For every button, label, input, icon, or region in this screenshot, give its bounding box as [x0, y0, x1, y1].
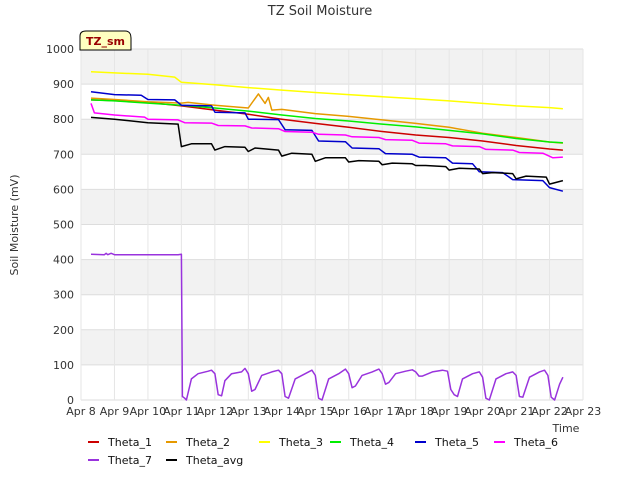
series-line-theta-7: [90, 252, 564, 401]
site-badge-label: TZ_sm: [86, 35, 125, 48]
grid-lines: [80, 48, 584, 401]
legend-label-theta-3: Theta_3: [278, 436, 323, 449]
series-lines: [90, 71, 564, 401]
y-axis-label: Soil Moisture (mV): [8, 175, 21, 276]
y-axis-ticks: 0 100 200 300 400 500 600 700 800 900 1000: [46, 43, 74, 407]
series-line-theta-3: [90, 71, 563, 110]
plot-band: [81, 49, 583, 85]
y-tick-label: 0: [67, 394, 74, 407]
x-tick-label: Apr 23: [565, 405, 602, 418]
y-tick-label: 1000: [46, 43, 74, 56]
x-tick-label: Apr 21: [498, 405, 535, 418]
x-tick-label: Apr 20: [464, 405, 501, 418]
series-line-theta-2: [90, 93, 563, 144]
series-line-theta-5: [90, 91, 564, 192]
x-tick-label: Apr 8: [66, 405, 96, 418]
legend-label-theta-4: Theta_4: [349, 436, 394, 449]
y-tick-label: 200: [53, 324, 74, 337]
legend: Theta_1 Theta_2 Theta_3 Theta_4 Theta_5 Theta…: [88, 436, 558, 467]
site-badge-box: [79, 30, 132, 51]
y-tick-label: 300: [53, 289, 74, 302]
legend-label-theta-avg: Theta_avg: [185, 454, 243, 467]
x-tick-label: Apr 14: [264, 405, 301, 418]
plot-band: [81, 189, 583, 225]
series-line-theta-4: [90, 99, 563, 144]
y-tick-label: 600: [53, 183, 74, 196]
series-line-theta-avg: [90, 116, 564, 185]
x-tick-label: Apr 19: [431, 405, 468, 418]
y-tick-label: 400: [53, 254, 74, 267]
y-tick-label: 700: [53, 148, 74, 161]
y-tick-label: 100: [53, 359, 74, 372]
x-tick-label: Apr 12: [197, 405, 234, 418]
x-tick-label: Apr 9: [100, 405, 130, 418]
x-tick-label: Apr 13: [230, 405, 267, 418]
legend-label-theta-2: Theta_2: [185, 436, 230, 449]
y-tick-label: 800: [53, 113, 74, 126]
x-tick-label: Apr 15: [297, 405, 334, 418]
x-tick-label: Apr 11: [163, 405, 200, 418]
legend-label-theta-1: Theta_1: [107, 436, 152, 449]
site-badge: TZ_sm: [79, 30, 132, 51]
y-tick-label: 500: [53, 219, 74, 232]
plot-band: [81, 259, 583, 295]
x-tick-label: Apr 18: [397, 405, 434, 418]
y-tick-label: 900: [53, 78, 74, 91]
chart-title: TZ Soil Moisture: [267, 4, 373, 19]
x-axis-label: Time: [552, 422, 580, 435]
x-tick-label: Apr 10: [130, 405, 167, 418]
legend-label-theta-7: Theta_7: [107, 454, 152, 467]
x-tick-label: Apr 16: [330, 405, 367, 418]
x-tick-label: Apr 22: [531, 405, 568, 418]
legend-label-theta-6: Theta_6: [513, 436, 558, 449]
plot-band: [81, 329, 583, 365]
x-tick-label: Apr 17: [364, 405, 401, 418]
series-line-theta-6: [90, 103, 563, 159]
legend-label-theta-5: Theta_5: [434, 436, 479, 449]
